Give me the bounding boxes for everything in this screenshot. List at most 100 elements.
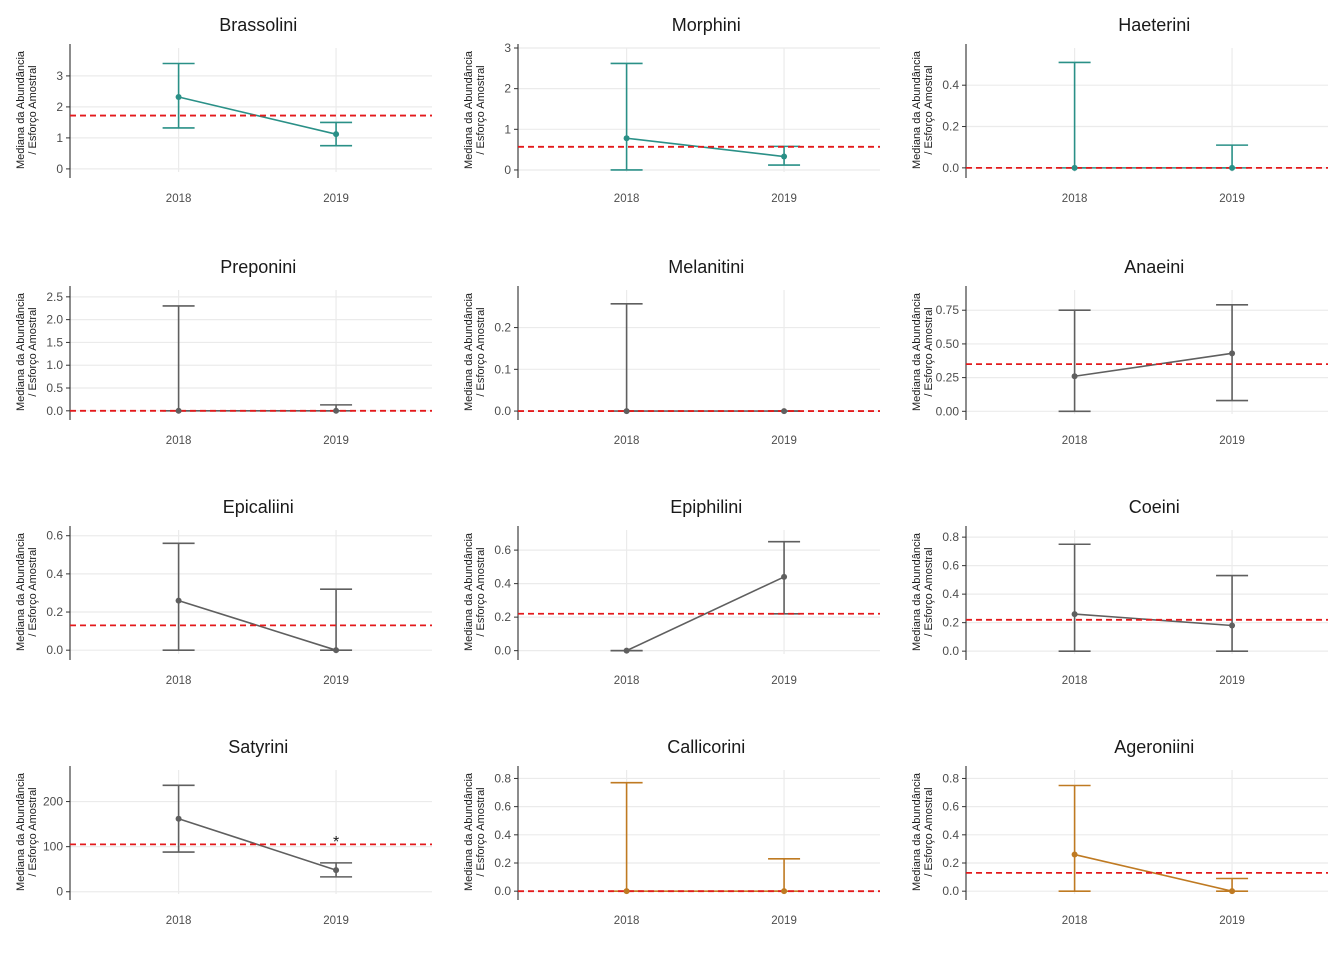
y-tick-label: 2 [56, 100, 63, 114]
median-point [1071, 164, 1078, 171]
y-axis-label-line: Mediana da Abundância [911, 292, 923, 411]
y-axis-label-line: / Esforço Amostral [475, 65, 487, 154]
panel-title: Callicorini [667, 737, 745, 757]
panel-title: Melanitini [668, 257, 744, 277]
y-tick-label: 0.6 [494, 800, 511, 814]
y-axis-label: Mediana da Abundância/ Esforço Amostral [463, 292, 487, 411]
median-point [333, 647, 340, 654]
y-axis-label-line: / Esforço Amostral [475, 307, 487, 396]
x-tick-label: 2019 [1219, 435, 1245, 447]
y-axis-label-line: Mediana da Abundância [463, 292, 475, 411]
y-tick-label: 0.5 [46, 381, 63, 395]
y-axis-label-line: / Esforço Amostral [923, 787, 935, 876]
x-tick-label: 2019 [323, 915, 349, 927]
median-point [781, 573, 788, 580]
panel-epicaliini: 0.0 0.2 0.4 0.6 2018 2019 Epicaliini Mediana da… [15, 497, 432, 687]
y-tick-label: 0.2 [942, 120, 959, 134]
y-tick-label: 0.50 [936, 337, 960, 351]
panel-title: Epiphilini [670, 497, 742, 517]
median-point [175, 407, 182, 414]
panel-preponini: 0.0 0.5 1.0 1.5 2.0 2.5 2018 2019 Preponini Media… [15, 257, 432, 447]
y-tick-label: 0 [56, 885, 63, 899]
y-tick-label: 0.4 [942, 587, 959, 601]
y-tick-label: 0.00 [936, 404, 960, 418]
y-axis-label: Mediana da Abundância/ Esforço Amostral [911, 292, 935, 411]
x-tick-label: 2018 [614, 675, 640, 687]
x-tick-label: 2018 [166, 435, 192, 447]
median-line [178, 599, 337, 651]
median-line [1074, 853, 1233, 892]
y-axis-label-line: / Esforço Amostral [923, 547, 935, 636]
y-axis-label-line: Mediana da Abundância [15, 772, 27, 891]
y-axis-label-line: / Esforço Amostral [27, 65, 39, 154]
median-line [1074, 613, 1233, 627]
y-tick-label: 0.4 [494, 828, 511, 842]
y-axis-label: Mediana da Abundância/ Esforço Amostral [911, 772, 935, 891]
y-tick-label: 0.2 [942, 616, 959, 630]
median-point [1229, 350, 1236, 357]
panel-title: Epicaliini [223, 497, 294, 517]
x-tick-label: 2018 [1062, 435, 1088, 447]
y-axis-label: Mediana da Abundância/ Esforço Amostral [463, 772, 487, 891]
y-tick-label: 0.2 [494, 610, 511, 624]
x-tick-label: 2019 [323, 675, 349, 687]
y-tick-label: 1.5 [46, 335, 63, 349]
y-tick-label: 0.0 [942, 884, 959, 898]
median-point [623, 135, 630, 142]
median-point [1071, 851, 1078, 858]
x-tick-label: 2019 [771, 435, 797, 447]
panel-anaeini: 0.00 0.25 0.50 0.75 2018 2019 Anaeini Mediana d… [911, 257, 1328, 447]
x-tick-label: 2018 [166, 193, 192, 205]
x-tick-label: 2019 [323, 193, 349, 205]
panel-title: Coeini [1129, 497, 1180, 517]
median-point [781, 153, 788, 160]
y-tick-label: 0.4 [942, 78, 959, 92]
y-tick-label: 2.0 [46, 313, 63, 327]
y-axis-label-line: Mediana da Abundância [15, 292, 27, 411]
y-tick-label: 0.2 [494, 321, 511, 335]
y-tick-label: 0.2 [942, 856, 959, 870]
y-axis-label: Mediana da Abundância/ Esforço Amostral [463, 50, 487, 169]
y-tick-label: 0.0 [494, 404, 511, 418]
x-tick-label: 2019 [323, 435, 349, 447]
median-point [333, 867, 340, 874]
median-point [623, 647, 630, 654]
panel-brassolini: 0 1 2 3 2018 2019 Brassolini Mediana da Abundân… [15, 15, 432, 205]
y-tick-label: 3 [56, 69, 63, 83]
x-tick-label: 2019 [1219, 193, 1245, 205]
median-point [623, 408, 630, 415]
median-line [626, 137, 785, 158]
y-tick-label: 0.0 [46, 643, 63, 657]
median-point [175, 93, 182, 100]
y-axis-label: Mediana da Abundância/ Esforço Amostral [15, 772, 39, 891]
y-tick-label: 0 [504, 163, 511, 177]
y-tick-label: 0.2 [494, 856, 511, 870]
y-tick-label: 1.0 [46, 358, 63, 372]
y-tick-label: 0.1 [494, 362, 511, 376]
y-tick-label: 1 [56, 131, 63, 145]
y-tick-label: 0.0 [494, 644, 511, 658]
y-tick-label: 0.0 [494, 884, 511, 898]
x-tick-label: 2019 [771, 915, 797, 927]
panel-coeini: 0.0 0.2 0.4 0.6 0.8 2018 2019 Coeini Mediana da … [911, 497, 1328, 687]
median-point [333, 407, 340, 414]
y-axis-label: Mediana da Abundância/ Esforço Amostral [911, 50, 935, 169]
x-tick-label: 2018 [614, 435, 640, 447]
panel-title: Satyrini [228, 737, 288, 757]
y-tick-label: 0.8 [942, 530, 959, 544]
median-point [1229, 888, 1236, 895]
y-tick-label: 0.6 [942, 559, 959, 573]
y-tick-label: 100 [43, 840, 63, 854]
x-tick-label: 2018 [614, 915, 640, 927]
median-point [781, 408, 788, 415]
y-tick-label: 0.0 [942, 161, 959, 175]
y-tick-label: 0.6 [494, 543, 511, 557]
y-tick-label: 0.0 [46, 404, 63, 418]
x-tick-label: 2018 [1062, 193, 1088, 205]
median-point [175, 597, 182, 604]
y-axis-label-line: Mediana da Abundância [15, 532, 27, 651]
panel-title: Haeterini [1118, 15, 1190, 35]
y-axis-label-line: Mediana da Abundância [463, 772, 475, 891]
y-axis-label: Mediana da Abundância/ Esforço Amostral [15, 50, 39, 169]
median-line [178, 817, 337, 871]
